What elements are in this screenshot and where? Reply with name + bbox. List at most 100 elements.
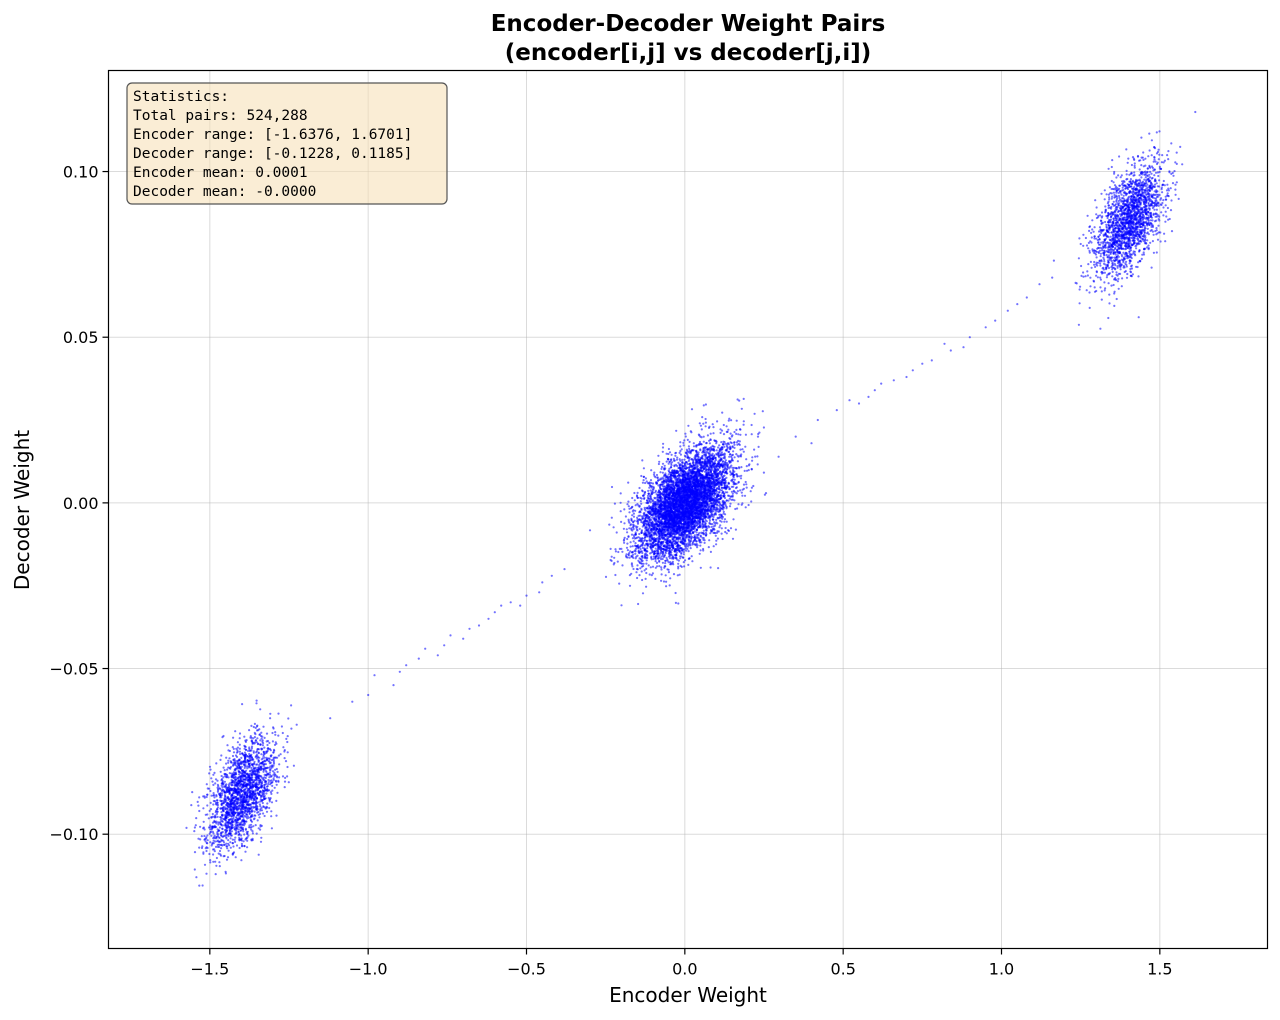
scatter-point: [632, 524, 636, 527]
scatter-point: [662, 580, 666, 583]
scatter-point: [650, 518, 653, 522]
scatter-point: [722, 433, 726, 436]
scatter-point: [668, 584, 671, 587]
scatter-point: [744, 506, 747, 509]
scatter-point: [644, 477, 648, 480]
scatter-point: [618, 582, 621, 585]
scatter-point: [655, 561, 659, 565]
scatter-point: [664, 525, 667, 528]
scatter-point: [707, 546, 710, 549]
scatter-point: [732, 450, 735, 453]
scatter-point: [689, 430, 692, 433]
scatter-point: [627, 500, 630, 503]
scatter-point: [700, 443, 703, 446]
scatter-point: [627, 553, 630, 556]
scatter-point: [704, 425, 707, 428]
scatter-point: [656, 543, 660, 546]
scatter-point: [665, 452, 668, 455]
scatter-point: [628, 521, 631, 524]
scatter-point: [662, 442, 665, 445]
scatter-point: [697, 537, 700, 540]
scatter-point: [733, 499, 736, 502]
scatter-point: [725, 520, 728, 523]
scatter-point: [613, 502, 617, 505]
scatter-point: [678, 464, 682, 467]
scatter-point: [708, 539, 711, 542]
scatter-point: [640, 497, 643, 500]
scatter-point: [670, 461, 674, 464]
scatter-point: [730, 464, 733, 467]
scatter-point: [710, 481, 714, 484]
scatter-point: [626, 556, 629, 559]
scatter-point: [720, 429, 724, 432]
scatter-point: [637, 559, 640, 562]
scatter-point: [725, 425, 728, 428]
scatter-point: [698, 541, 702, 544]
scatter-point: [716, 453, 719, 456]
scatter-point: [665, 580, 668, 583]
scatter-point: [707, 470, 710, 473]
scatter-point: [694, 537, 697, 540]
scatter-point: [625, 553, 628, 556]
scatter-point: [714, 457, 717, 460]
scatter-point: [659, 477, 662, 480]
scatter-point: [652, 473, 656, 476]
scatter-point: [667, 483, 670, 486]
scatter-point: [636, 564, 639, 567]
scatter-point: [668, 557, 672, 560]
scatter-point: [628, 507, 631, 510]
scatter-point: [643, 496, 646, 500]
scatter-point: [702, 529, 705, 532]
scatter-point: [685, 466, 689, 469]
scatter-point: [725, 461, 729, 465]
scatter-point: [641, 541, 645, 544]
scatter-point: [721, 476, 724, 479]
scatter-point: [640, 543, 643, 546]
scatter-point: [667, 547, 670, 550]
scatter-point: [639, 500, 642, 503]
scatter-point: [713, 521, 716, 524]
scatter-point: [676, 574, 679, 577]
scatter-point: [717, 530, 720, 533]
scatter-point: [708, 425, 711, 428]
scatter-point: [734, 486, 738, 490]
scatter-point: [642, 562, 645, 565]
scatter-point: [694, 475, 698, 478]
scatter-point: [738, 428, 742, 431]
scatter-point: [732, 518, 735, 521]
scatter-point: [708, 517, 711, 521]
scatter-point: [665, 556, 668, 559]
scatter-point: [638, 527, 641, 531]
scatter-point: [713, 486, 716, 489]
scatter-point: [678, 451, 681, 454]
scatter-point: [707, 525, 710, 528]
scatter-point: [623, 536, 626, 539]
scatter-point: [762, 426, 766, 429]
scatter-point: [732, 490, 736, 493]
scatter-point: [656, 565, 659, 568]
scatter-point: [739, 433, 742, 436]
scatter-point: [689, 547, 692, 550]
scatter-point: [677, 562, 680, 565]
scatter-point: [753, 448, 756, 451]
scatter-point: [720, 441, 723, 444]
scatter-point: [633, 549, 636, 553]
scatter-point: [631, 565, 634, 568]
scatter-point: [642, 564, 645, 568]
scatter-point: [679, 449, 682, 453]
scatter-point: [643, 569, 646, 572]
scatter-point: [652, 541, 655, 544]
scatter-point: [643, 544, 647, 547]
scatter-point: [699, 534, 702, 537]
scatter-point: [652, 531, 655, 534]
scatter-point: [717, 501, 720, 504]
scatter-point: [714, 524, 717, 527]
scatter-point: [688, 447, 691, 450]
scatter-point: [724, 504, 727, 507]
scatter-point: [650, 538, 653, 542]
scatter-point: [669, 459, 673, 462]
scatter-point: [737, 442, 740, 445]
scatter-point: [709, 468, 713, 471]
scatter-point: [729, 527, 733, 530]
